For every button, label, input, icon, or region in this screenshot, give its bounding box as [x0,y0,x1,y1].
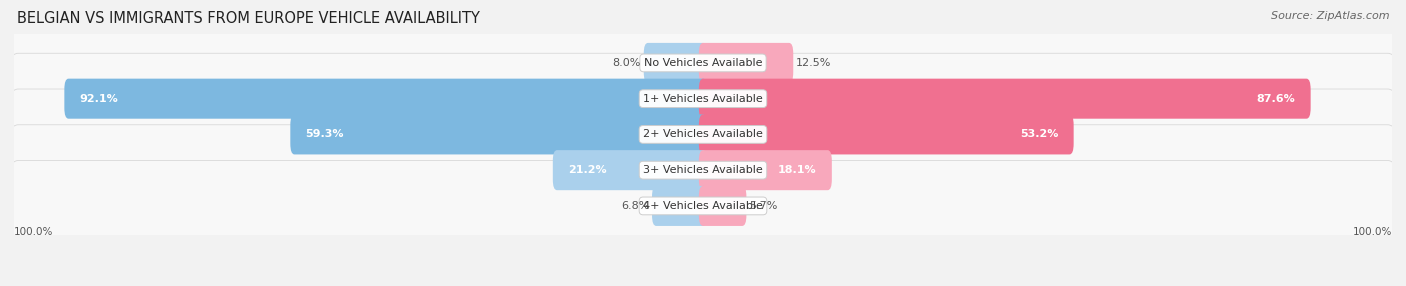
FancyBboxPatch shape [652,186,707,226]
FancyBboxPatch shape [699,43,793,83]
Text: Source: ZipAtlas.com: Source: ZipAtlas.com [1271,11,1389,21]
Text: 18.1%: 18.1% [778,165,817,175]
Text: 59.3%: 59.3% [305,130,344,139]
Text: 53.2%: 53.2% [1021,130,1059,139]
Text: 5.7%: 5.7% [749,201,778,211]
FancyBboxPatch shape [553,150,707,190]
Text: 8.0%: 8.0% [613,58,641,68]
Text: 3+ Vehicles Available: 3+ Vehicles Available [643,165,763,175]
FancyBboxPatch shape [699,114,1074,154]
FancyBboxPatch shape [699,79,1310,119]
FancyBboxPatch shape [7,125,1399,216]
FancyBboxPatch shape [644,43,707,83]
Text: 21.2%: 21.2% [568,165,606,175]
FancyBboxPatch shape [7,53,1399,144]
FancyBboxPatch shape [7,89,1399,180]
Text: 92.1%: 92.1% [80,94,118,104]
Text: No Vehicles Available: No Vehicles Available [644,58,762,68]
Text: 100.0%: 100.0% [14,227,53,237]
FancyBboxPatch shape [290,114,707,154]
Text: 1+ Vehicles Available: 1+ Vehicles Available [643,94,763,104]
Text: BELGIAN VS IMMIGRANTS FROM EUROPE VEHICLE AVAILABILITY: BELGIAN VS IMMIGRANTS FROM EUROPE VEHICL… [17,11,479,26]
FancyBboxPatch shape [699,150,832,190]
Text: 6.8%: 6.8% [621,201,650,211]
Text: 100.0%: 100.0% [1353,227,1392,237]
Text: 2+ Vehicles Available: 2+ Vehicles Available [643,130,763,139]
FancyBboxPatch shape [7,17,1399,108]
Text: 4+ Vehicles Available: 4+ Vehicles Available [643,201,763,211]
FancyBboxPatch shape [699,186,747,226]
Text: 12.5%: 12.5% [796,58,831,68]
FancyBboxPatch shape [7,160,1399,251]
Text: 87.6%: 87.6% [1257,94,1295,104]
FancyBboxPatch shape [65,79,707,119]
